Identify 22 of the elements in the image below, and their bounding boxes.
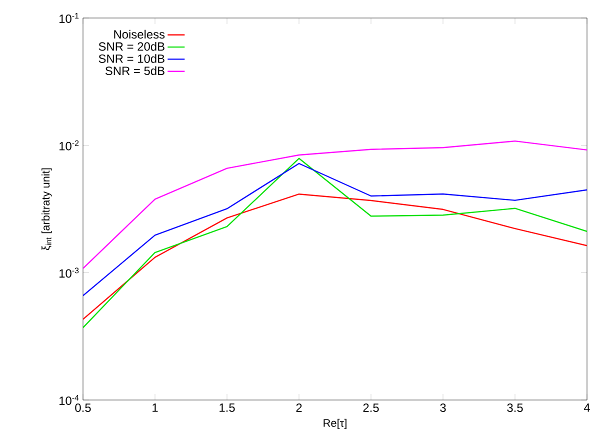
- legend-label: SNR = 10dB: [98, 54, 164, 63]
- line-series: [83, 194, 587, 320]
- legend-label: SNR = 20dB: [98, 42, 164, 51]
- line-series: [83, 140, 587, 270]
- y-tick-label: 10$^{-2}$: [60, 140, 79, 150]
- x-tick-label: 2: [296, 404, 302, 412]
- y-tick-label: 10$^{-3}$: [60, 268, 79, 278]
- y-tick-label: 10$^{-4}$: [60, 395, 79, 405]
- line-series: [83, 158, 587, 328]
- y-axis-title: ξ$_{int}$ [arbitraty unit]: [42, 168, 52, 250]
- legend-label: Noiseless: [114, 30, 165, 39]
- x-tick-label: 1.5: [220, 404, 235, 412]
- line-series: [83, 162, 587, 296]
- x-tick-label: 4: [584, 404, 590, 412]
- x-tick-label: 3: [440, 404, 446, 412]
- x-tick-label: 3.5: [507, 404, 523, 412]
- x-axis-title: Re[τ]: [324, 418, 346, 430]
- x-tick-label: 2.5: [363, 404, 379, 412]
- legend-label: SNR = 5dB: [105, 66, 164, 76]
- x-tick-label: 1: [152, 404, 158, 412]
- y-tick-label: 10$^{-1}$: [60, 13, 79, 23]
- x-tick-label: 0.5: [75, 404, 91, 412]
